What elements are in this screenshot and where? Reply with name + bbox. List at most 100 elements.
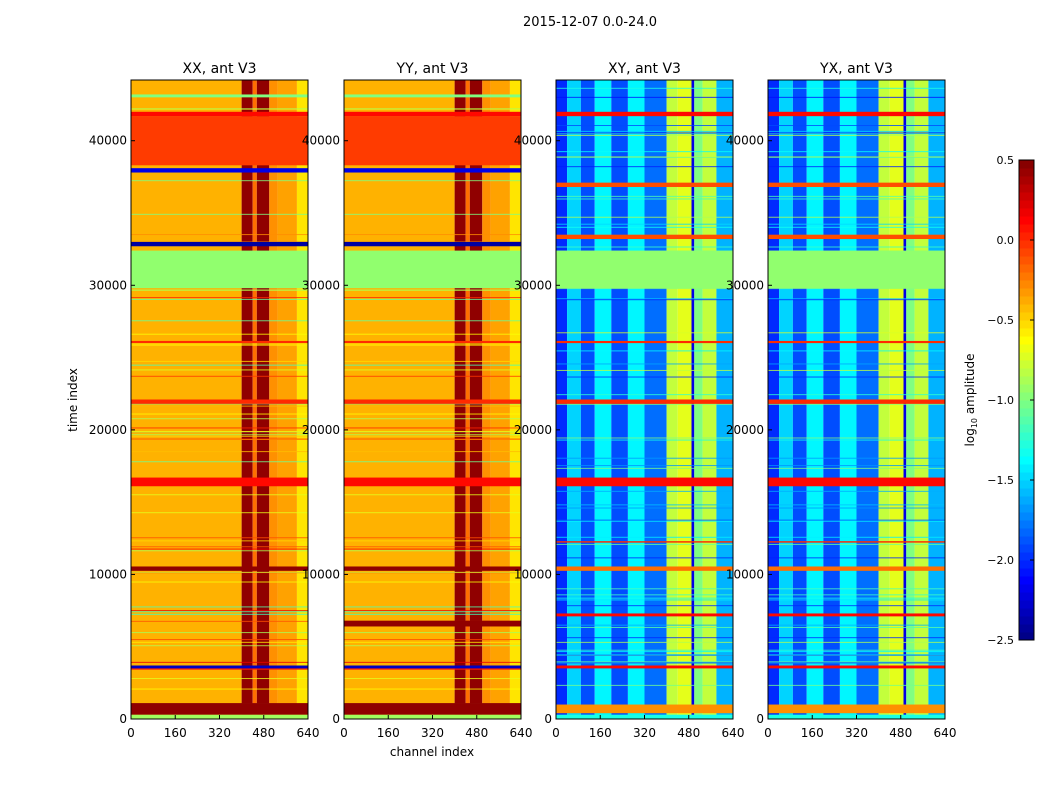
colorbar-segment <box>1019 160 1034 169</box>
time-line <box>131 546 308 548</box>
colorbar-segment <box>1019 232 1034 241</box>
colorbar-segment <box>1019 312 1034 321</box>
colorbar-segment <box>1019 624 1034 633</box>
time-line <box>556 520 733 522</box>
x-tick-label: 640 <box>297 726 320 740</box>
time-line <box>768 594 945 596</box>
x-tick-label: 0 <box>764 726 772 740</box>
time-line <box>131 461 308 463</box>
colorbar-tick-label: 0.0 <box>997 234 1015 247</box>
time-line <box>556 130 733 132</box>
colorbar-segment <box>1019 384 1034 393</box>
colorbar-segment <box>1019 448 1034 457</box>
time-line <box>131 333 308 335</box>
colorbar-segment <box>1019 576 1034 585</box>
time-line <box>768 226 945 228</box>
time-line <box>131 360 308 362</box>
colorbar-tick-label: −1.5 <box>987 474 1014 487</box>
time-band <box>768 250 945 289</box>
colorbar-segment <box>1019 336 1034 345</box>
time-line <box>131 641 308 643</box>
time-band <box>131 250 308 289</box>
time-line <box>344 364 521 366</box>
time-line <box>556 133 733 135</box>
colorbar-label: log10 amplitude <box>963 354 979 447</box>
time-line <box>131 540 308 542</box>
time-line <box>768 661 945 663</box>
time-line <box>768 350 945 352</box>
y-tick-label: 30000 <box>726 278 764 292</box>
time-line <box>344 613 521 615</box>
time-band <box>131 703 308 715</box>
x-tick-label: 160 <box>377 726 400 740</box>
time-line <box>344 435 521 437</box>
time-line <box>556 125 733 127</box>
time-line <box>131 234 308 236</box>
time-line <box>556 288 733 290</box>
x-tick-label: 480 <box>677 726 700 740</box>
time-line <box>344 571 521 573</box>
time-line <box>131 108 308 110</box>
time-line <box>131 320 308 322</box>
time-line <box>768 520 945 522</box>
time-line <box>768 437 945 439</box>
time-line <box>344 298 521 300</box>
y-tick-label: 10000 <box>89 567 127 581</box>
colorbar-segment <box>1019 568 1034 577</box>
time-line <box>556 594 733 596</box>
time-line <box>768 651 945 653</box>
colorbar-segment <box>1019 456 1034 465</box>
time-line <box>131 438 308 440</box>
time-line <box>131 632 308 634</box>
time-band <box>556 234 733 240</box>
time-line <box>768 195 945 197</box>
time-line <box>556 198 733 200</box>
time-line <box>768 641 945 643</box>
time-line <box>344 369 521 371</box>
time-line <box>131 213 308 215</box>
time-line <box>768 654 945 656</box>
colorbar-segment <box>1019 504 1034 513</box>
time-line <box>344 645 521 647</box>
panel-title: XY, ant V3 <box>608 61 681 77</box>
time-line <box>131 668 308 670</box>
time-line <box>344 678 521 680</box>
time-band <box>344 665 521 669</box>
time-line <box>768 198 945 200</box>
time-line <box>556 363 733 365</box>
time-band <box>768 182 945 187</box>
time-line <box>131 581 308 583</box>
time-line <box>131 364 308 366</box>
colorbar-segment <box>1019 544 1034 553</box>
x-tick-label: 640 <box>510 726 533 740</box>
time-band <box>344 94 521 98</box>
time-line <box>344 213 521 215</box>
time-line <box>556 376 733 378</box>
time-line <box>344 434 521 436</box>
time-line <box>768 134 945 136</box>
time-line <box>556 507 733 509</box>
time-line <box>344 297 521 299</box>
colorbar-segment <box>1019 248 1034 257</box>
time-line <box>768 467 945 469</box>
time-line <box>344 180 521 182</box>
time-line <box>768 87 945 89</box>
colorbar-segment <box>1019 256 1034 265</box>
time-line <box>768 125 945 127</box>
time-band <box>768 613 945 617</box>
time-line <box>344 405 521 407</box>
time-line <box>344 494 521 496</box>
time-band <box>131 168 308 173</box>
colorbar-segment <box>1019 440 1034 449</box>
time-line <box>768 363 945 365</box>
time-line <box>344 320 521 322</box>
time-line <box>556 641 733 643</box>
x-tick-label: 160 <box>589 726 612 740</box>
time-band <box>556 399 733 404</box>
time-line <box>768 246 945 248</box>
time-band <box>556 613 733 617</box>
time-line <box>556 467 733 469</box>
time-line <box>344 606 521 608</box>
